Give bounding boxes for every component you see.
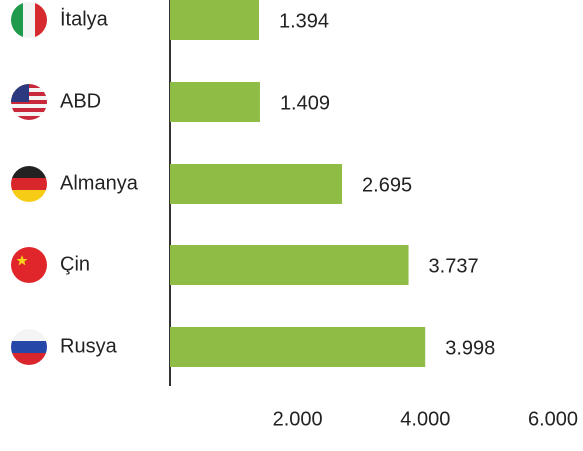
bar	[170, 245, 409, 285]
value-label: 1.409	[280, 92, 330, 114]
value-label: 3.737	[429, 255, 479, 277]
category-label: ABD	[60, 90, 101, 112]
flag-china	[11, 247, 47, 283]
flag-russia	[11, 329, 47, 365]
x-tick-label: 6.000	[528, 408, 578, 430]
flag-usa	[11, 84, 47, 120]
category-label: Rusya	[60, 335, 118, 357]
category-label: Çin	[60, 253, 90, 275]
flag-germany	[11, 166, 47, 202]
flag-italy	[11, 2, 47, 38]
bar	[170, 82, 260, 122]
value-label: 2.695	[362, 174, 412, 196]
value-label: 3.998	[445, 337, 495, 359]
category-label: İtalya	[60, 7, 109, 30]
bar	[170, 327, 426, 367]
x-tick-label: 2.000	[273, 408, 323, 430]
bar	[170, 164, 343, 204]
x-tick-label: 4.000	[400, 408, 450, 430]
bar	[170, 0, 259, 40]
value-label: 1.394	[279, 10, 329, 32]
category-label: Almanya	[60, 172, 139, 194]
